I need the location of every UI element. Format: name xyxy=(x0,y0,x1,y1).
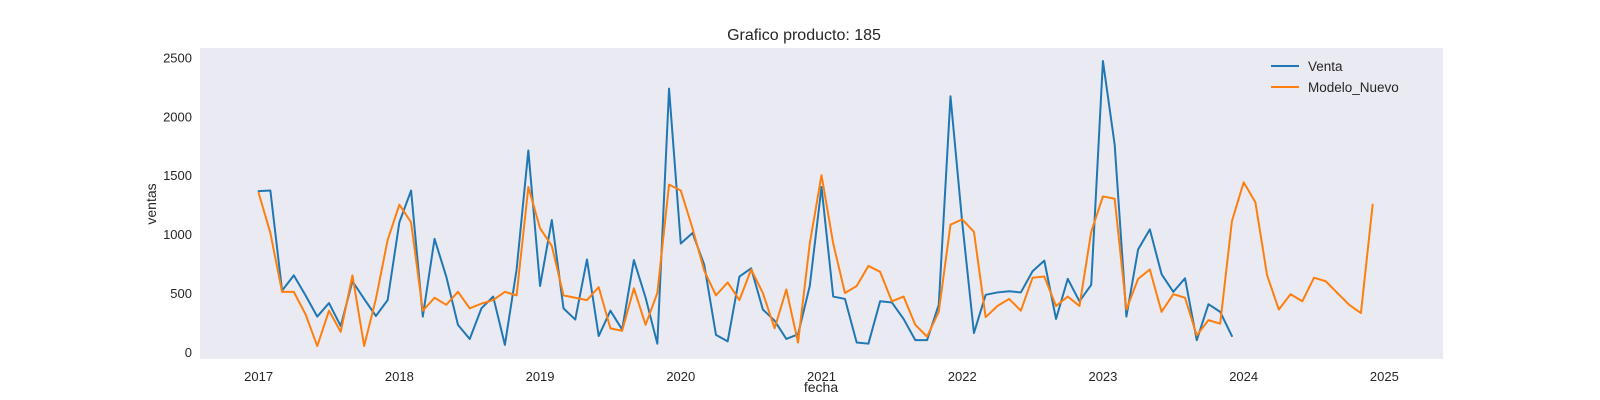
x-tick-label: 2024 xyxy=(1229,369,1258,384)
y-tick-label: 2500 xyxy=(163,50,192,65)
x-tick-label: 2023 xyxy=(1088,369,1117,384)
x-tick-label: 2017 xyxy=(244,369,273,384)
x-tick-label: 2025 xyxy=(1370,369,1399,384)
y-tick-label: 1000 xyxy=(163,227,192,242)
y-tick-label: 1500 xyxy=(163,168,192,183)
legend-label: Venta xyxy=(1308,59,1343,74)
x-tick-label: 2018 xyxy=(385,369,414,384)
y-tick-label: 0 xyxy=(185,345,192,360)
y-axis-title: ventas xyxy=(143,183,159,224)
y-tick-label: 2000 xyxy=(163,109,192,124)
x-tick-label: 2019 xyxy=(526,369,555,384)
y-axis-ticks: 0 500 1000 1500 2000 2500 xyxy=(163,50,192,360)
legend-label: Modelo_Nuevo xyxy=(1308,80,1399,95)
y-tick-label: 500 xyxy=(170,286,192,301)
x-tick-label: 2022 xyxy=(948,369,977,384)
x-axis-title: fecha xyxy=(804,379,838,395)
x-tick-label: 2020 xyxy=(666,369,695,384)
chart-title: Grafico producto: 185 xyxy=(727,27,881,44)
